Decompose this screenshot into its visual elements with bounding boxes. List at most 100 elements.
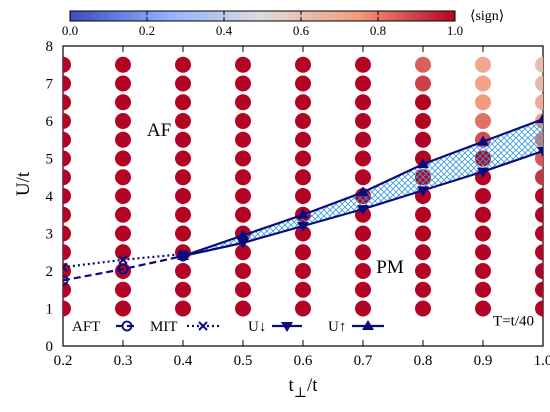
sign-dot [235,113,251,129]
sign-dot [535,188,543,204]
sign-dot [63,169,71,186]
sign-dot [175,169,191,186]
sign-dot [475,244,491,261]
sign-dot [475,75,491,92]
sign-dot [355,150,371,167]
series-point-triangle-down [297,222,309,232]
sign-dot [415,281,431,298]
sign-dot [295,300,311,317]
sign-dot [63,281,71,298]
sign-dot [535,300,543,317]
sign-dot [115,113,131,129]
sign-dot [295,75,311,92]
sign-dot [175,225,191,242]
sign-dot [115,75,131,92]
sign-dot [235,206,251,223]
sign-dot [295,169,311,186]
sign-dot [295,56,311,73]
sign-dot [415,206,431,223]
sign-dot [475,225,491,242]
series-point-triangle-down [477,167,489,178]
colorbar-bar [69,10,456,22]
x-tick-label: 0.6 [294,353,313,369]
sign-dot [63,300,71,317]
sign-dot [175,263,191,279]
y-axis-label: U/t [13,171,34,196]
sign-dot [63,150,71,167]
sign-dot [63,113,71,129]
series-point-triangle-up [357,186,369,197]
sign-dot [175,188,191,204]
series-point-triangle-up [477,135,489,146]
sign-dot [115,281,131,298]
series-line-circle [63,254,184,282]
sign-dot [475,300,491,317]
sign-dot [235,281,251,298]
x-axis-label-subscript: ⊥ [294,386,307,401]
x-tick-label: 1.0 [534,353,550,369]
sign-dot [415,75,431,92]
sign-dot [295,188,311,204]
sign-dot [175,150,191,167]
sign-dot [415,94,431,111]
sign-dot [115,225,131,242]
sign-dot [235,188,251,204]
sign-dot [535,94,543,111]
sign-dot [535,56,543,73]
sign-dot [175,131,191,148]
plot-content [63,56,543,317]
sign-dot [535,150,543,167]
sign-dot [63,244,71,261]
sign-dot [535,263,543,279]
sign-dot [415,131,431,148]
y-tick-label: 5 [46,152,54,168]
legend-marker [121,320,133,332]
sign-dot [415,225,431,242]
series-point-triangle-up [177,250,189,260]
sign-dot [175,56,191,73]
sign-dot [175,300,191,317]
legend: AFT MIT U↓ U↑ [72,319,384,335]
sign-dot [355,263,371,279]
sign-dot [415,263,431,279]
sign-dot [235,169,251,186]
series-point-triangle-up [237,229,249,240]
sign-dot [175,206,191,223]
sign-dot [63,188,71,204]
sign-dot [475,188,491,204]
sign-dot [235,150,251,167]
colorbar-tick-label: 0.6 [293,23,310,38]
legend-label: U↑ [328,319,346,335]
sign-dot [235,131,251,148]
sign-dot [175,94,191,111]
y-tick-label: 0 [46,339,54,355]
sign-dot [175,75,191,92]
sign-dot [63,75,71,92]
series-point-triangle-up [297,208,309,219]
sign-dot [235,244,251,261]
annotations: AF PM T=t/40 [147,120,534,329]
sign-dot [295,281,311,298]
sign-dot [115,94,131,111]
colorbar-tick-label: 0.8 [370,23,386,38]
y-tick-labels: 0 1 2 3 4 5 6 7 8 [46,39,54,355]
series-point-triangle-up [537,113,543,124]
sign-dot [535,244,543,261]
sign-dot [535,169,543,186]
y-tick-label: 4 [46,189,54,205]
x-tick-label: 0.3 [114,353,133,369]
series-markers [63,113,543,286]
sign-dot [355,94,371,111]
sign-dot [355,225,371,242]
sign-dot [535,281,543,298]
sign-dot [535,75,543,92]
sign-dot [355,169,371,186]
sign-dot [175,281,191,298]
sign-dot [235,300,251,317]
colorbar-label: ⟨sign⟩ [470,9,504,24]
y-tick-label: 8 [46,39,54,55]
sign-dot [415,244,431,261]
sign-dot [63,94,71,111]
sign-dot [535,206,543,223]
